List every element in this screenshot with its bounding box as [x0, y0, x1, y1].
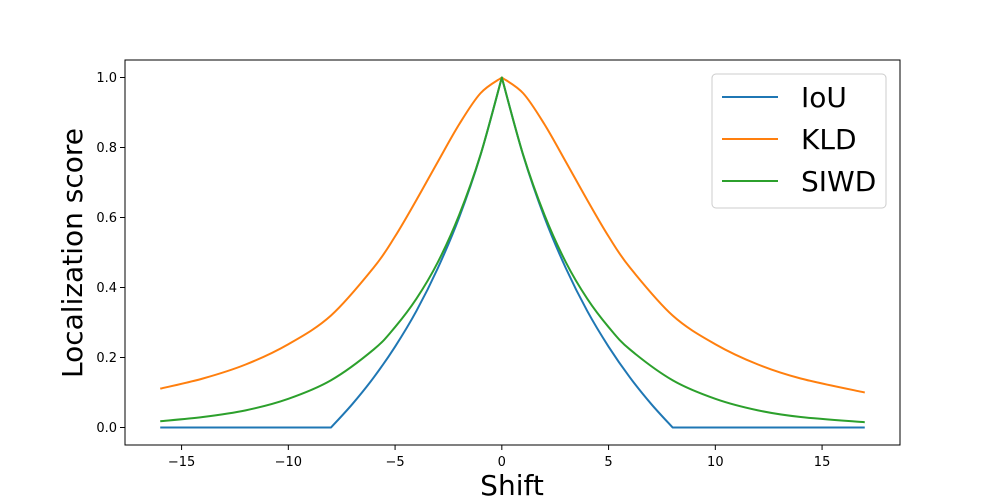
x-axis-title: Shift	[480, 469, 544, 500]
x-axis: −15 −10 −5 0 5 10 15	[168, 445, 830, 470]
y-tick-label: 0.8	[96, 141, 117, 156]
legend-label-iou: IoU	[801, 81, 847, 114]
x-tick-label: 0	[498, 455, 506, 470]
legend-box	[711, 73, 887, 209]
series-line-siwd	[160, 76, 865, 424]
y-tick-label: 0.0	[96, 421, 117, 436]
y-tick-label: 0.6	[96, 211, 117, 226]
legend-label-kld: KLD	[801, 123, 857, 156]
x-tick-label: 10	[707, 455, 724, 470]
legend-label-siwd: SIWD	[801, 165, 876, 198]
y-axis-title: Localization score	[56, 128, 89, 378]
x-tick-label: −10	[275, 455, 302, 470]
y-tick-label: 1.0	[96, 71, 117, 86]
x-tick-label: 15	[814, 455, 831, 470]
y-tick-label: 0.4	[96, 281, 117, 296]
plot-frame	[124, 59, 901, 446]
x-tick-label: −15	[168, 455, 195, 470]
y-axis: 0.0 0.2 0.4 0.6 0.8 1.0	[96, 71, 125, 436]
x-tick-label: 5	[604, 455, 612, 470]
y-tick-label: 0.2	[96, 351, 117, 366]
legend: IoU KLD SIWD	[711, 73, 887, 209]
series-layer	[159, 76, 865, 429]
x-tick-label: −5	[385, 455, 404, 470]
